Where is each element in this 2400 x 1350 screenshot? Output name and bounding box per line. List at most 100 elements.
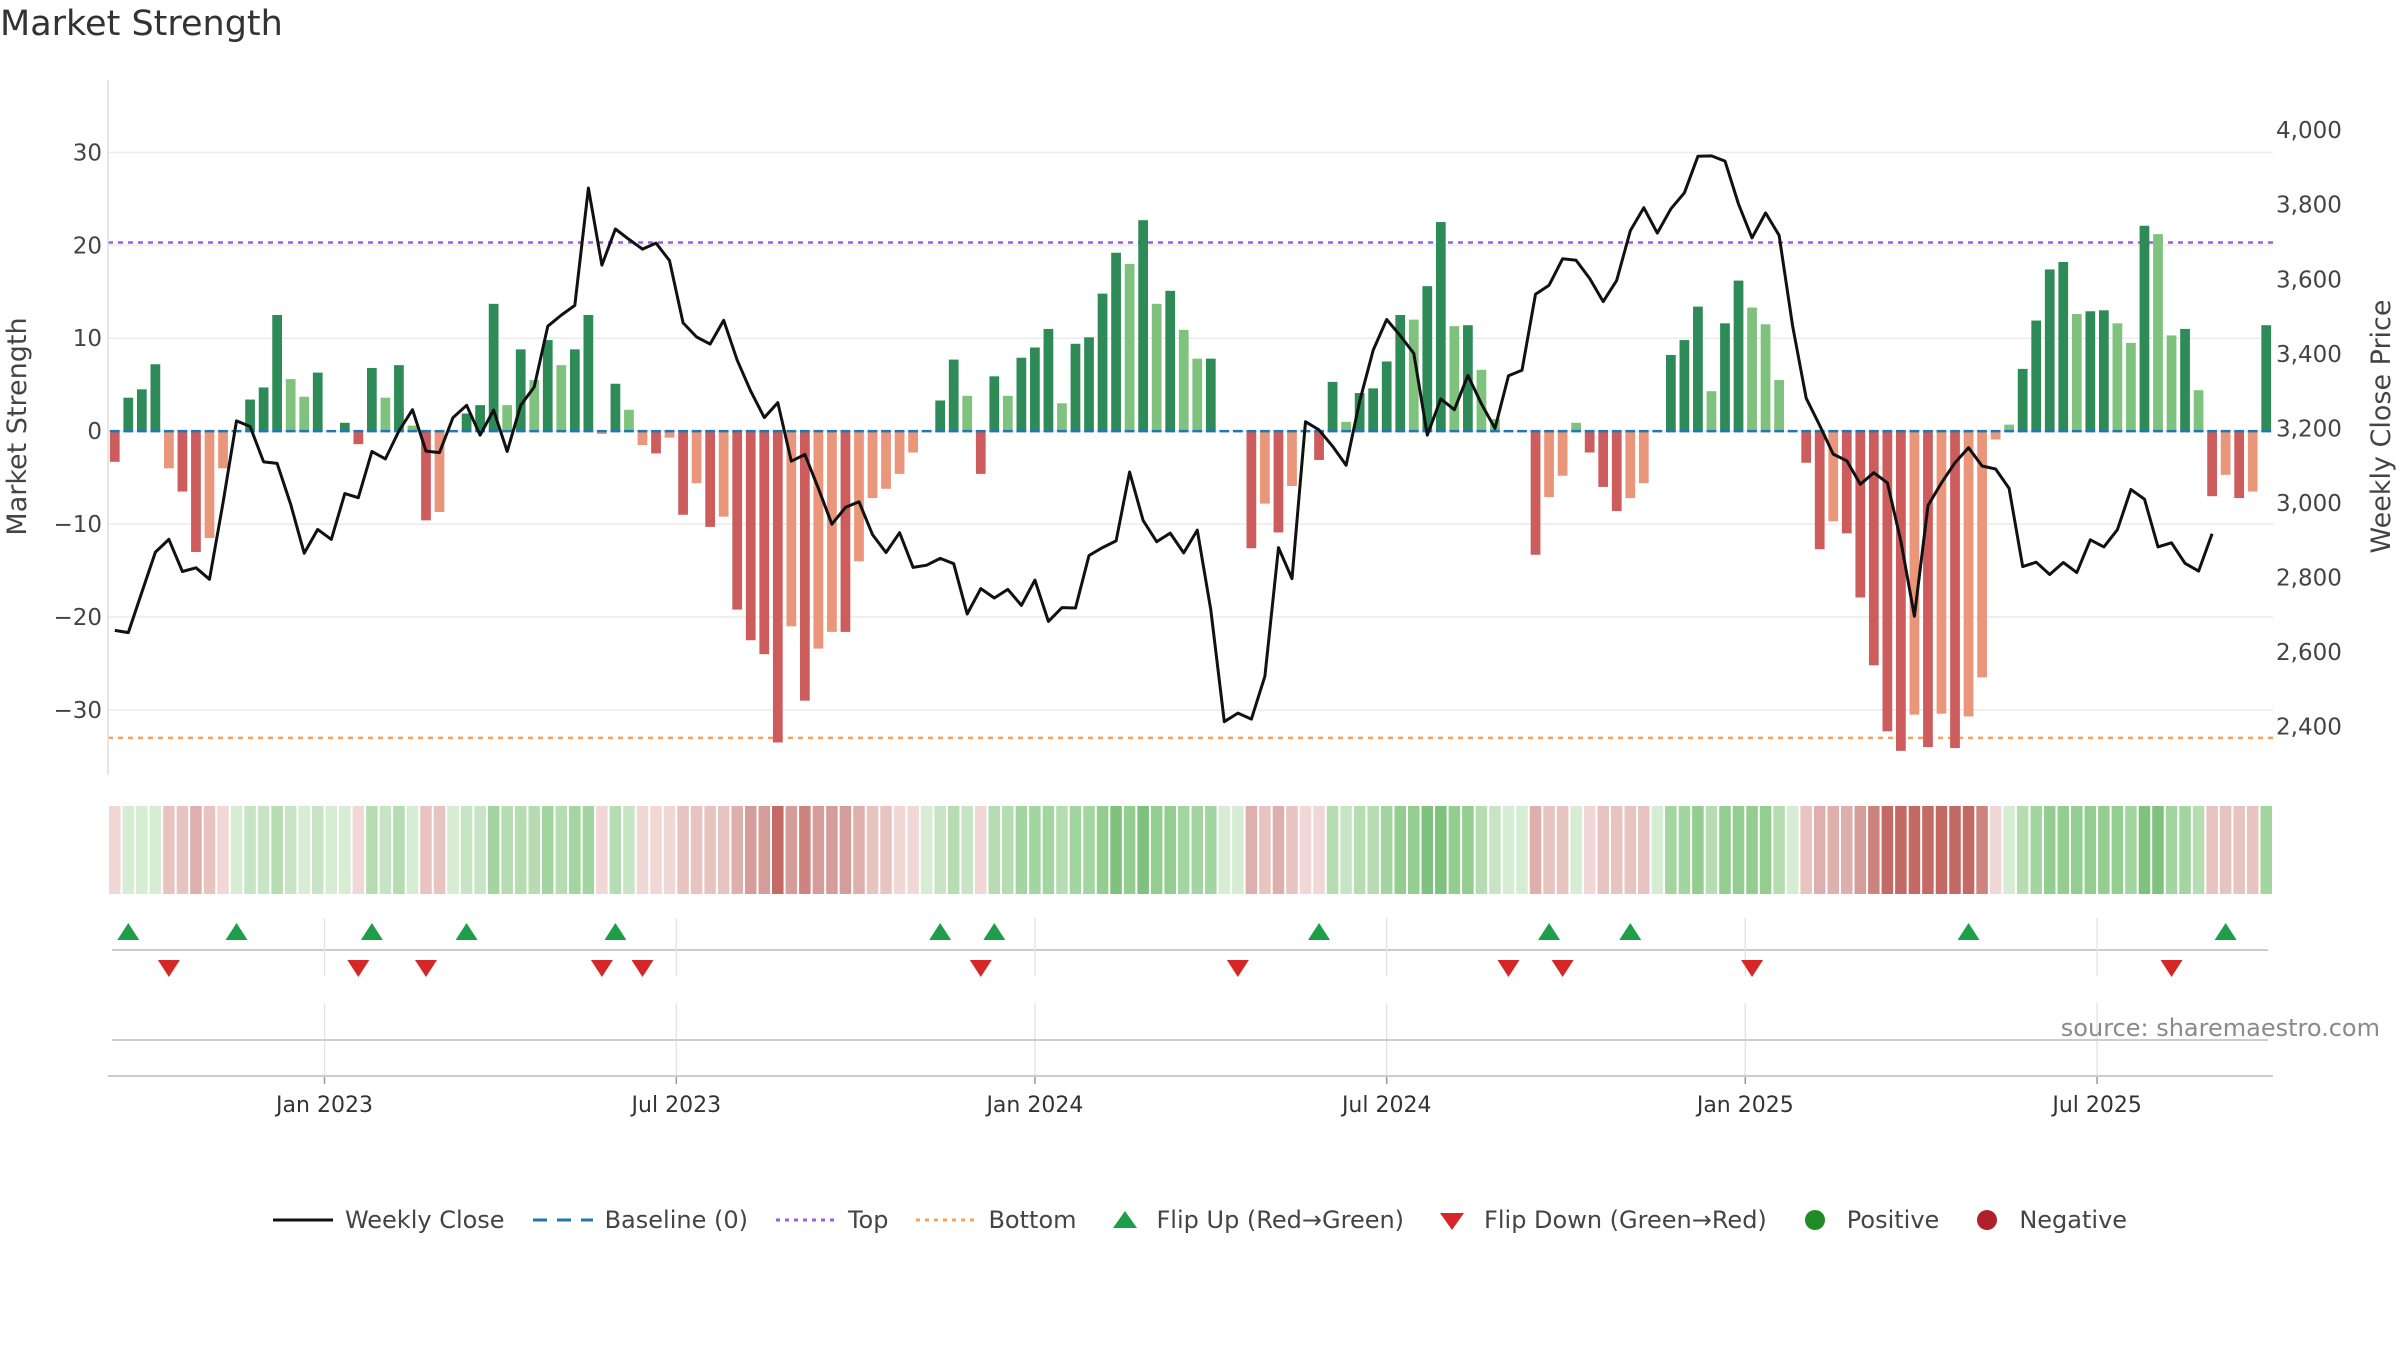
strength-bar xyxy=(1178,329,1189,432)
heat-cell xyxy=(1624,806,1637,894)
strength-bar xyxy=(339,422,350,432)
y-right-tick-label: 3,200 xyxy=(2276,416,2342,442)
legend-flip-down[interactable]: Flip Down (Green→Red) xyxy=(1432,1206,1767,1234)
strength-bar xyxy=(799,431,810,701)
heat-cell xyxy=(2246,806,2259,894)
heat-cell xyxy=(190,806,202,894)
strength-bar xyxy=(353,431,364,445)
y-right-axis-title: Weekly Close Price xyxy=(2366,299,2397,553)
heat-cell xyxy=(866,806,879,894)
heat-cell xyxy=(1976,806,1988,894)
strength-bar xyxy=(1693,306,1703,432)
heat-cell xyxy=(731,806,743,894)
heat-cell xyxy=(1313,806,1325,894)
heat-cell xyxy=(1367,806,1379,894)
heat-cell xyxy=(1638,806,1650,894)
legend-bottom[interactable]: Bottom xyxy=(916,1206,1077,1234)
strength-bar xyxy=(2017,368,2028,432)
strength-bar xyxy=(177,431,188,492)
strength-bar xyxy=(1151,303,1162,432)
y-left-axis-title: Market Strength xyxy=(2,317,33,535)
heat-cell xyxy=(839,806,852,894)
flip-down-marker xyxy=(590,960,613,977)
legend-flip-up[interactable]: Flip Up (Red→Green) xyxy=(1105,1206,1405,1234)
strength-bar xyxy=(2126,342,2136,432)
y-right-tick-label: 2,600 xyxy=(2276,640,2342,666)
strength-bar xyxy=(1868,431,1879,666)
heat-cell xyxy=(1651,806,1664,894)
flip-up-marker xyxy=(225,923,248,940)
heat-cell xyxy=(1475,806,1488,894)
strength-bar xyxy=(637,431,648,446)
heat-cell xyxy=(433,806,446,894)
strength-bar xyxy=(407,425,418,432)
weekly-close-line xyxy=(114,154,2214,724)
strength-bar xyxy=(1165,290,1176,432)
flip-down-marker xyxy=(1741,960,1764,977)
heat-cell xyxy=(1556,806,1569,894)
heat-cell xyxy=(1935,806,1948,894)
heat-cell xyxy=(2165,806,2178,894)
x-tick-label: Jul 2025 xyxy=(2050,1093,2142,1118)
strength-bar xyxy=(854,431,864,562)
strength-bar xyxy=(1950,431,1960,749)
heat-cell xyxy=(122,806,135,894)
heat-cell xyxy=(2030,806,2042,894)
strength-bar xyxy=(1923,431,1933,748)
legend-positive[interactable]: Positive xyxy=(1795,1206,1939,1234)
strength-bar xyxy=(164,431,174,469)
strength-bar xyxy=(2180,328,2190,432)
flip-down-marker xyxy=(157,960,180,977)
x-tick-label: Jan 2023 xyxy=(274,1093,373,1118)
strength-bar xyxy=(150,364,161,432)
flip-down-marker xyxy=(414,960,437,977)
strength-bar xyxy=(2247,431,2258,492)
heat-cell xyxy=(717,806,730,894)
heat-cell xyxy=(690,806,703,894)
heat-cell xyxy=(1516,806,1528,894)
flip-up-marker xyxy=(1957,923,1980,940)
legend-negative[interactable]: Negative xyxy=(1967,1206,2127,1234)
legend-flip-up-label: Flip Up (Red→Green) xyxy=(1156,1206,1405,1234)
heat-cell xyxy=(2111,806,2124,894)
heat-cell xyxy=(1800,806,1812,894)
heat-cell xyxy=(1042,806,1055,894)
heat-cell xyxy=(1191,806,1204,894)
heat-cell xyxy=(1380,806,1393,894)
heat-cell xyxy=(2125,806,2137,894)
strength-bar xyxy=(2085,311,2096,432)
y-right-tick-label: 2,400 xyxy=(2276,715,2342,741)
heat-cell xyxy=(474,806,486,894)
heat-cell xyxy=(1232,806,1244,894)
heat-cell xyxy=(2043,806,2056,894)
heat-cell xyxy=(352,806,365,894)
heat-cell xyxy=(1123,806,1136,894)
legend-weekly-close[interactable]: Weekly Close xyxy=(272,1206,505,1234)
gridlines xyxy=(108,151,2273,711)
strength-bar xyxy=(1287,431,1297,486)
heat-cell xyxy=(1949,806,1961,894)
legend-top[interactable]: Top xyxy=(775,1206,888,1234)
y-right-tick-label: 3,000 xyxy=(2276,491,2342,517)
strength-bar xyxy=(1395,314,1406,432)
strength-bar xyxy=(475,405,485,432)
flip-up-marker xyxy=(604,923,627,940)
heat-cell xyxy=(596,806,608,894)
strength-bar xyxy=(772,431,783,743)
strength-bar xyxy=(556,365,567,432)
reference-lines xyxy=(108,241,2273,740)
heat-cell xyxy=(1069,806,1082,894)
heat-cell xyxy=(2219,806,2232,894)
heat-cell xyxy=(176,806,189,894)
strength-bar xyxy=(1544,431,1554,498)
strength-bar xyxy=(908,431,918,453)
strength-bar xyxy=(691,431,702,484)
strength-bar xyxy=(2098,310,2109,432)
legend-baseline[interactable]: Baseline (0) xyxy=(532,1206,748,1234)
heat-cell xyxy=(853,806,865,894)
heat-cell xyxy=(136,806,148,894)
heat-cell xyxy=(785,806,798,894)
flip-up-marker xyxy=(360,923,383,940)
heat-cell xyxy=(1502,806,1515,894)
flip-up-marker xyxy=(117,923,140,940)
